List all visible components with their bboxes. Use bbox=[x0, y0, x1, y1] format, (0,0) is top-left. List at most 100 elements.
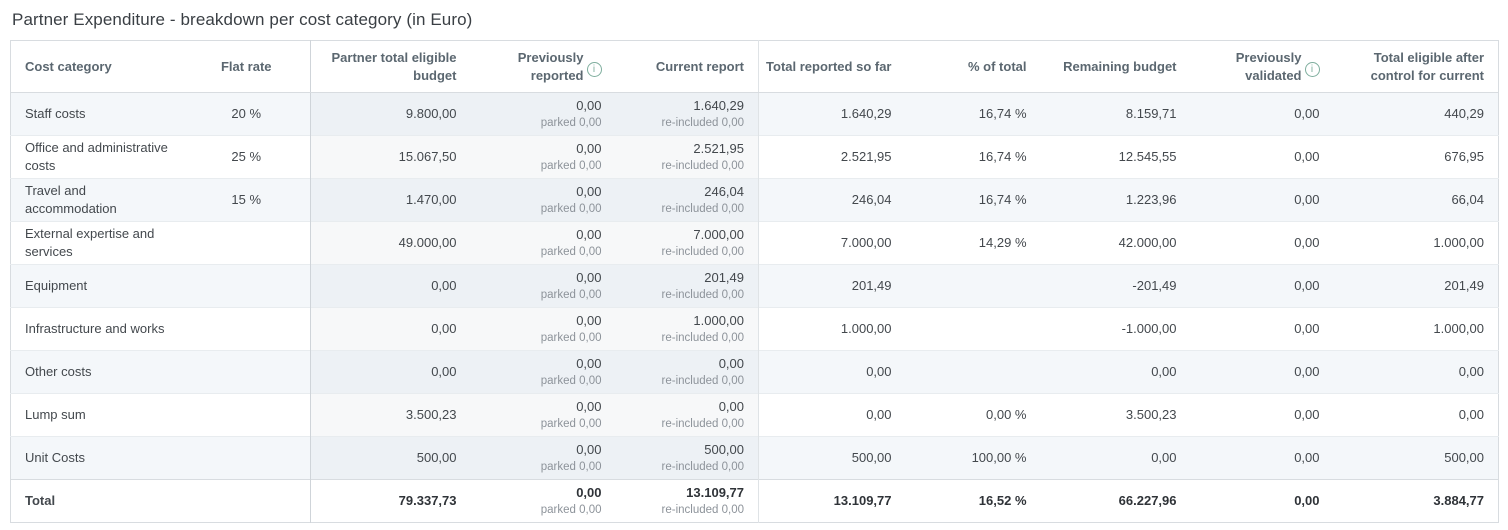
cell-value: 201,49 bbox=[1444, 278, 1484, 294]
cell-total_eligible: 500,00 bbox=[1333, 436, 1499, 480]
column-header-remaining_budget: Remaining budget bbox=[1040, 40, 1191, 93]
total-row: Total 79.337,73 0,00 parked 0,00 13.109,77 re… bbox=[10, 479, 1499, 523]
cell-subvalue-re_included: re-included 0,00 bbox=[661, 245, 744, 258]
cell-value: External expertise and services bbox=[25, 226, 155, 259]
cell-budget: 1.470,00 bbox=[310, 178, 471, 222]
cell-value: Other costs bbox=[25, 364, 92, 380]
cell-value: 13.109,77 bbox=[686, 484, 744, 500]
cell-flat_rate bbox=[182, 350, 311, 394]
cell-value: 0,00 % bbox=[986, 407, 1027, 423]
cell-category: Other costs bbox=[10, 350, 183, 394]
cell-budget: 0,00 bbox=[310, 307, 471, 351]
cell-total_reported: 0,00 bbox=[758, 350, 906, 394]
cell-budget: 15.067,50 bbox=[310, 135, 471, 179]
column-header-budget: Partner total eligible budget bbox=[310, 40, 471, 93]
cell-value: 246,04 bbox=[851, 192, 892, 208]
cell-value: 0,00 bbox=[431, 278, 457, 294]
cell-value: 0,00 bbox=[1294, 192, 1320, 208]
cell-budget: 9.800,00 bbox=[310, 92, 471, 136]
cell-value: 0,00 bbox=[576, 312, 602, 328]
cell-subvalue-parked: parked 0,00 bbox=[540, 116, 602, 129]
cell-total_reported: 0,00 bbox=[758, 393, 906, 437]
cell-value: 0,00 bbox=[576, 355, 602, 371]
table-row: External expertise and services 49.000,00… bbox=[10, 221, 1499, 265]
cell-total_eligible: 0,00 bbox=[1333, 350, 1499, 394]
info-icon[interactable]: i bbox=[1304, 62, 1320, 77]
cell-current_report: 7.000,00 re-included 0,00 bbox=[615, 221, 759, 265]
table-row: Office and administrative costs 25 % 15.06… bbox=[10, 135, 1499, 179]
cell-total_eligible: 1.000,00 bbox=[1333, 307, 1499, 351]
cell-value: Total bbox=[25, 493, 56, 509]
column-header-total_eligible: Total eligible after control for current bbox=[1333, 40, 1499, 93]
header-flex: Previously validated i bbox=[1197, 49, 1320, 84]
cell-subvalue-re_included: re-included 0,00 bbox=[661, 374, 744, 387]
cell-current_report: 13.109,77 re-included 0,00 bbox=[615, 479, 759, 523]
cell-subvalue-parked: parked 0,00 bbox=[540, 374, 602, 387]
cell-value: 1.000,00 bbox=[1433, 235, 1484, 251]
cell-value: 12.545,55 bbox=[1118, 149, 1177, 165]
column-header-label: Previously validated bbox=[1235, 49, 1302, 83]
cell-value: 0,00 bbox=[718, 398, 744, 414]
cell-value: Unit Costs bbox=[25, 450, 85, 466]
cell-current_report: 0,00 re-included 0,00 bbox=[615, 393, 759, 437]
cell-subvalue-parked: parked 0,00 bbox=[540, 202, 602, 215]
cell-value: 14,29 % bbox=[978, 235, 1027, 251]
cell-total_reported: 1.000,00 bbox=[758, 307, 906, 351]
column-header-current_report: Current report bbox=[615, 40, 759, 93]
cell-total_eligible: 676,95 bbox=[1333, 135, 1499, 179]
cell-value: 2.521,95 bbox=[693, 140, 744, 156]
cell-value: 0,00 bbox=[1294, 149, 1320, 165]
table-row: Other costs 0,00 0,00 parked 0,00 0,00 re-inc… bbox=[10, 350, 1499, 394]
info-icon[interactable]: i bbox=[586, 62, 602, 77]
cell-budget: 79.337,73 bbox=[310, 479, 471, 523]
cell-previously_validated: 0,00 bbox=[1190, 135, 1334, 179]
cell-value: 15 % bbox=[231, 192, 262, 208]
cell-pct_of_total: 0,00 % bbox=[905, 393, 1041, 437]
cell-remaining_budget: 0,00 bbox=[1040, 436, 1191, 480]
cell-value: 0,00 bbox=[1151, 450, 1177, 466]
cell-previously_reported: 0,00 parked 0,00 bbox=[470, 135, 616, 179]
cell-pct_of_total: 14,29 % bbox=[905, 221, 1041, 265]
cell-previously_reported: 0,00 parked 0,00 bbox=[470, 178, 616, 222]
cell-budget: 0,00 bbox=[310, 350, 471, 394]
cell-value: 0,00 bbox=[576, 97, 602, 113]
cell-value: 0,00 bbox=[576, 140, 602, 156]
cell-previously_reported: 0,00 parked 0,00 bbox=[470, 264, 616, 308]
cell-previously_validated: 0,00 bbox=[1190, 479, 1334, 523]
cell-category: Lump sum bbox=[10, 393, 183, 437]
table-row: Staff costs 20 % 9.800,00 0,00 parked 0,00 1.… bbox=[10, 92, 1499, 136]
cell-subvalue-parked: parked 0,00 bbox=[540, 159, 602, 172]
cell-value: 15.067,50 bbox=[398, 149, 457, 165]
cell-subvalue-parked: parked 0,00 bbox=[540, 503, 602, 516]
cell-subvalue-re_included: re-included 0,00 bbox=[661, 159, 744, 172]
cell-value: 500,00 bbox=[1444, 450, 1484, 466]
table-header: Cost category Flat rate Partner total elig… bbox=[10, 40, 1499, 93]
cell-value: 42.000,00 bbox=[1118, 235, 1177, 251]
cell-value: 1.470,00 bbox=[405, 192, 457, 208]
column-header-pct_of_total: % of total bbox=[905, 40, 1041, 93]
cell-value: 0,00 bbox=[1294, 321, 1320, 337]
cell-total_eligible: 3.884,77 bbox=[1333, 479, 1499, 523]
expenditure-table: Cost category Flat rate Partner total elig… bbox=[10, 40, 1499, 523]
cell-pct_of_total: 16,74 % bbox=[905, 178, 1041, 222]
cell-value: 676,95 bbox=[1444, 149, 1484, 165]
column-header-flat_rate: Flat rate bbox=[182, 40, 311, 93]
cell-value: 1.640,29 bbox=[840, 106, 892, 122]
cell-pct_of_total bbox=[905, 350, 1041, 394]
cell-value: Infrastructure and works bbox=[25, 321, 165, 337]
cell-value: 25 % bbox=[231, 149, 262, 165]
cell-total_reported: 201,49 bbox=[758, 264, 906, 308]
cell-value: 0,00 bbox=[576, 226, 602, 242]
cell-previously_reported: 0,00 parked 0,00 bbox=[470, 92, 616, 136]
cell-subvalue-re_included: re-included 0,00 bbox=[661, 288, 744, 301]
cell-pct_of_total bbox=[905, 307, 1041, 351]
cell-subvalue-parked: parked 0,00 bbox=[540, 245, 602, 258]
cell-subvalue-parked: parked 0,00 bbox=[540, 460, 602, 473]
cell-previously_validated: 0,00 bbox=[1190, 393, 1334, 437]
table-row: Equipment 0,00 0,00 parked 0,00 201,49 re-inc… bbox=[10, 264, 1499, 308]
cell-value: -201,49 bbox=[1132, 278, 1177, 294]
cell-value: 440,29 bbox=[1444, 106, 1484, 122]
cell-value: 0,00 bbox=[576, 484, 602, 500]
cell-value: 0,00 bbox=[1458, 407, 1484, 423]
cell-previously_validated: 0,00 bbox=[1190, 264, 1334, 308]
